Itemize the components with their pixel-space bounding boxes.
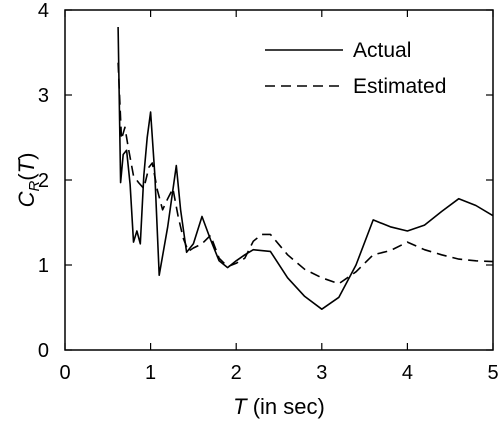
plot-area (117, 26, 494, 311)
y-axis-label: CR(T) (14, 153, 43, 208)
series-line-actual (117, 26, 494, 311)
x-tick-label: 1 (145, 362, 156, 384)
y-tick-label: 1 (38, 255, 49, 277)
y-tick-label: 0 (38, 340, 49, 362)
y-tick-label: 2 (38, 170, 49, 192)
x-tick-label: 3 (316, 362, 327, 384)
y-axis: 0 1 2 3 4 (38, 0, 493, 362)
y-axis-label-symbol: C (14, 191, 39, 207)
legend: Actual Estimated (265, 39, 446, 98)
y-axis-label-subscript: R (26, 181, 43, 192)
y-axis-label-arg: T (14, 158, 39, 173)
x-axis-label: T (in sec) (233, 394, 325, 419)
y-tick-label: 3 (38, 85, 49, 107)
legend-label-estimated: Estimated (353, 75, 446, 98)
x-axis-label-rest: (in sec) (247, 394, 325, 419)
y-axis-label-open: ( (14, 173, 39, 181)
x-axis: 0 1 2 3 4 5 (59, 10, 499, 384)
x-tick-label: 5 (487, 362, 498, 384)
y-tick-label: 4 (38, 0, 49, 22)
x-tick-label: 4 (402, 362, 413, 384)
series-line-estimated (117, 62, 494, 285)
x-tick-label: 0 (59, 362, 70, 384)
y-axis-label-close: ) (14, 153, 39, 160)
x-axis-label-symbol: T (233, 394, 248, 419)
x-tick-label: 2 (231, 362, 242, 384)
legend-label-actual: Actual (353, 39, 411, 62)
